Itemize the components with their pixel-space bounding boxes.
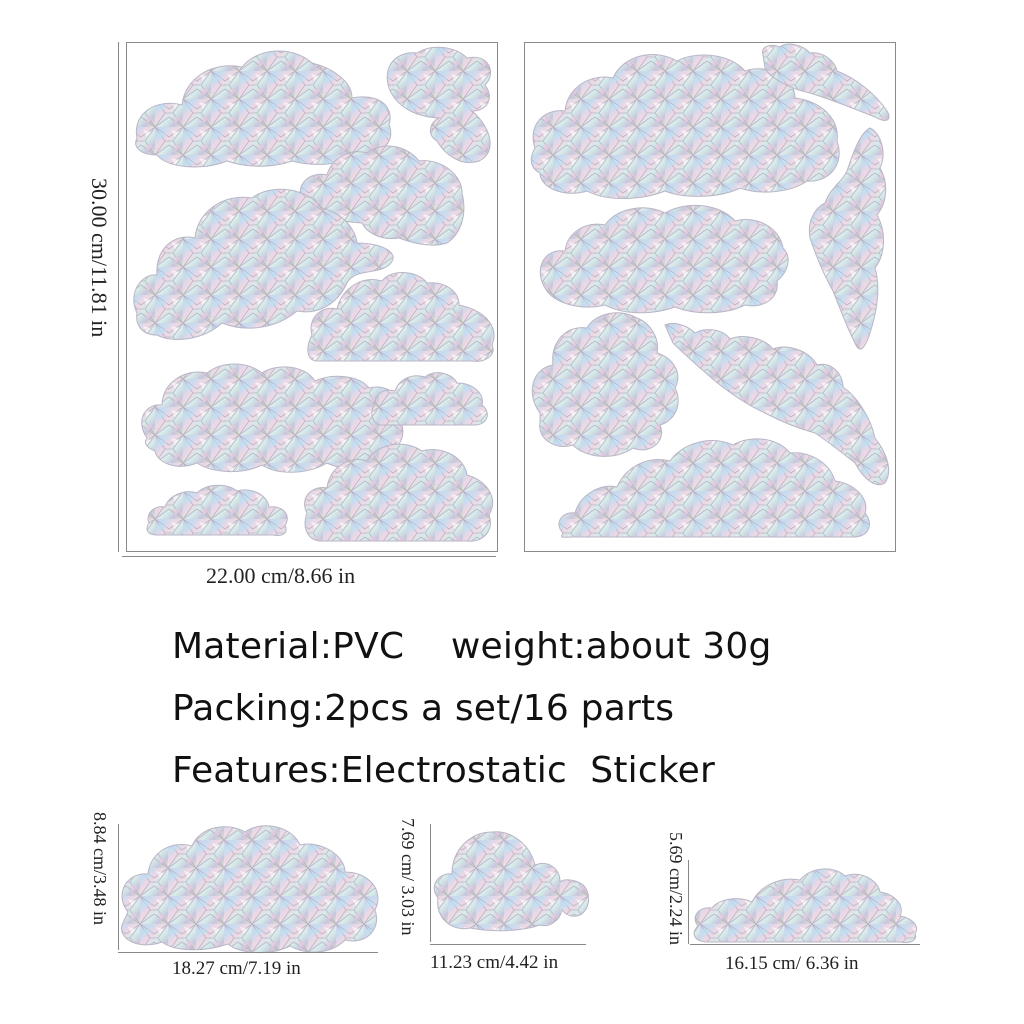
- sample3-height-line: [688, 860, 689, 944]
- sample-cloud-small: [693, 868, 917, 943]
- sample3-height-label: 5.69 cm/2.24 in: [666, 832, 686, 945]
- material-weight-text: Material:PVC weight:about 30g: [172, 626, 772, 667]
- cloud-sticker: [808, 127, 887, 350]
- sample1-width-label: 18.27 cm/7.19 in: [172, 958, 301, 979]
- sample1-width-line: [118, 952, 378, 953]
- cloud-sticker: [539, 204, 789, 314]
- cloud-sticker: [531, 312, 679, 457]
- sample-cloud-large: [121, 825, 379, 954]
- cloud-sticker: [304, 443, 494, 542]
- cloud-sticker: [371, 372, 488, 426]
- features-text: Features:Electrostatic Sticker: [172, 750, 715, 791]
- cloud-sticker: [146, 484, 288, 536]
- sample3-width-label: 16.15 cm/ 6.36 in: [725, 953, 859, 974]
- cloud-sticker: [761, 43, 890, 121]
- cloud-sticker: [664, 322, 890, 486]
- sample3-width-line: [690, 944, 920, 945]
- cloud-stickers-left: [133, 46, 495, 542]
- cloud-sticker: [558, 438, 870, 538]
- sheet-width-label: 22.00 cm/8.66 in: [206, 563, 356, 588]
- sample2-height-line: [430, 824, 431, 942]
- packing-text: Packing:2pcs a set/16 parts: [172, 688, 675, 729]
- cloud-sticker: [135, 50, 392, 168]
- sample1-height-line: [118, 824, 119, 950]
- sticker-sheet-right: [524, 42, 896, 552]
- sample1-height-label: 8.84 cm/3.48 in: [90, 812, 110, 925]
- cloud-sticker: [307, 272, 495, 362]
- sticker-sheet-left: [126, 42, 498, 552]
- sample2-width-label: 11.23 cm/4.42 in: [430, 952, 559, 973]
- cloud-sticker: [386, 46, 491, 163]
- height-dimension-line: [118, 42, 119, 552]
- cloud-sticker: [133, 188, 394, 340]
- sample-cloud-medium: [433, 831, 589, 932]
- cloud-stickers-right: [530, 43, 890, 538]
- sample2-height-label: 7.69 cm/ 3.03 in: [398, 818, 418, 936]
- width-dimension-line: [122, 556, 496, 557]
- sample2-width-line: [430, 944, 586, 945]
- cloud-sticker: [530, 54, 840, 199]
